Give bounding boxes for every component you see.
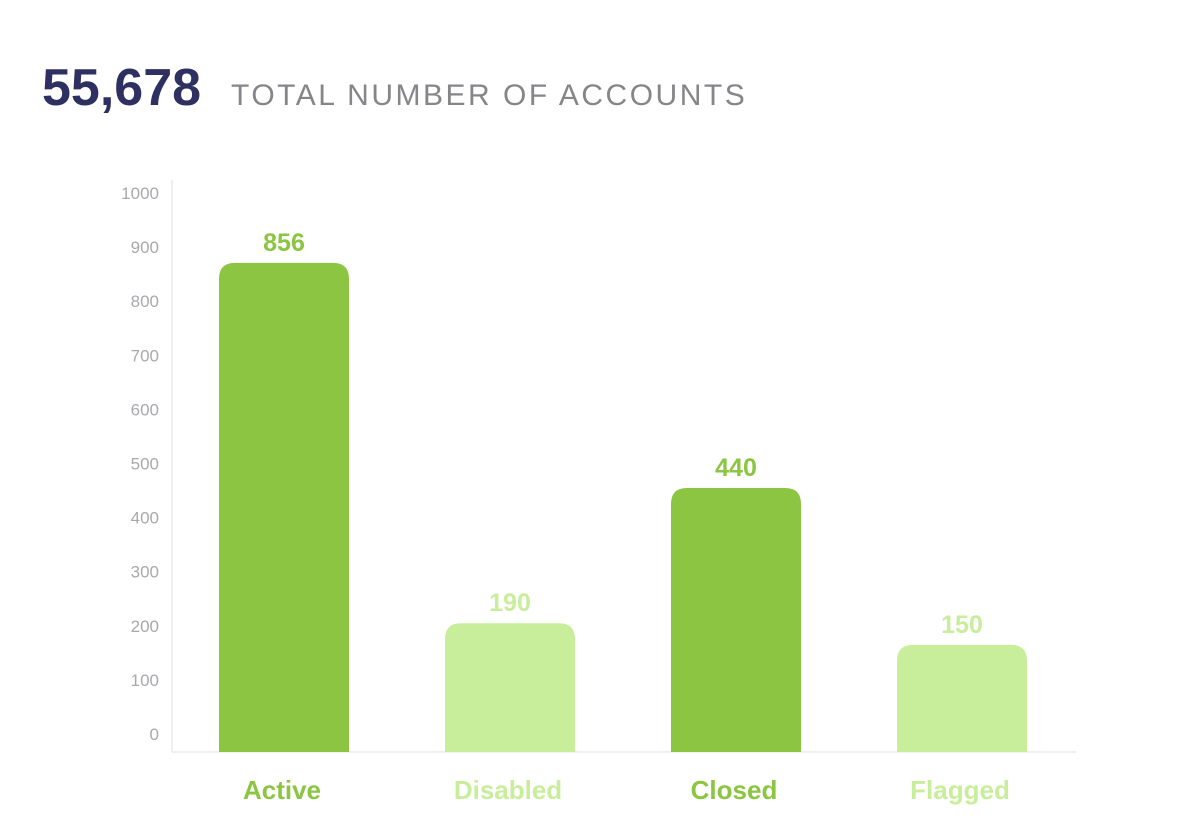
y-tick-label: 700 — [131, 346, 159, 365]
bar — [897, 644, 1027, 752]
y-tick-label: 900 — [131, 238, 159, 257]
bar-value-label: 150 — [941, 611, 983, 639]
bar — [671, 487, 801, 752]
category-label: Flagged — [910, 775, 1010, 805]
y-tick-label: 0 — [150, 725, 159, 744]
y-tick-label: 400 — [131, 509, 159, 528]
bar — [219, 262, 349, 752]
total-accounts-label: TOTAL NUMBER OF ACCOUNTS — [231, 79, 748, 112]
bar — [445, 623, 575, 752]
y-tick-label: 200 — [131, 617, 159, 636]
y-tick-label: 1000 — [121, 184, 159, 203]
total-accounts-value: 55,678 — [42, 59, 202, 117]
bar-value-label: 440 — [715, 454, 757, 482]
y-tick-label: 600 — [131, 400, 159, 419]
bar-value-label: 190 — [489, 589, 531, 617]
bar-value-label: 856 — [263, 229, 305, 257]
y-tick-label: 500 — [131, 455, 159, 474]
chart-header: 55,678 TOTAL NUMBER OF ACCOUNTS — [42, 58, 747, 118]
category-label: Closed — [691, 775, 778, 805]
category-label: Disabled — [454, 775, 562, 805]
y-tick-label: 100 — [131, 671, 159, 690]
y-tick-label: 300 — [131, 563, 159, 582]
y-tick-label: 800 — [131, 292, 159, 311]
category-label: Active — [243, 775, 321, 805]
